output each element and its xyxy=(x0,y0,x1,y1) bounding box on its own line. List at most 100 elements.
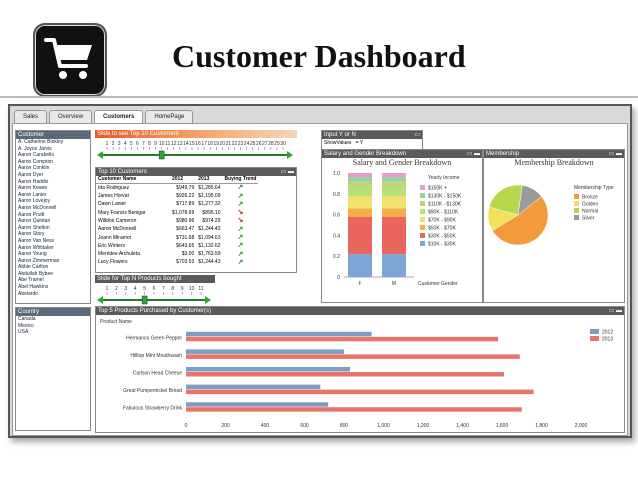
customer-list-item[interactable]: Abe Tramel xyxy=(18,277,44,284)
topn-slider-thumb[interactable] xyxy=(141,295,148,305)
customer-list-item[interactable]: Aaron Quintan xyxy=(18,218,51,225)
panel-controls-icon[interactable]: ▭ ▬ xyxy=(466,151,480,157)
stacked-bar-segment[interactable] xyxy=(382,187,406,196)
country-listbox[interactable]: Country Canada Mexico USA xyxy=(15,307,91,431)
tab-overview[interactable]: Overview xyxy=(49,110,93,124)
panel-controls-icon[interactable]: ▭ ▬ xyxy=(280,169,294,175)
top10-slider-left-arrow[interactable] xyxy=(97,151,103,159)
tab-customers[interactable]: Customers xyxy=(94,110,144,124)
table-row[interactable]: Joann Miramor $731.68 $1,094.63 ↗ xyxy=(96,234,258,242)
customer-list-item[interactable]: Aaron McDonnell xyxy=(18,204,57,211)
country-list-item[interactable]: Canada xyxy=(18,316,36,322)
bar[interactable] xyxy=(186,367,350,372)
topn-slider[interactable]: 1 2 3 4 5 6 7 8 9 10 11 xyxy=(95,284,213,306)
bar[interactable] xyxy=(186,389,534,395)
stacked-bar-segment[interactable] xyxy=(382,181,406,188)
customer-list-item[interactable]: A. Joyce Jarvis xyxy=(18,145,52,152)
panel-controls-icon[interactable]: ▭ ▬ xyxy=(608,308,622,314)
col-customer-name[interactable]: Customer Name xyxy=(96,176,170,185)
table-row[interactable]: Ida Rodriguez $949.79 $1,285.64 ↗ xyxy=(96,184,258,193)
table-row[interactable]: Eric Winters $643.65 $1,132.62 ↗ xyxy=(96,242,258,250)
customer-list-item[interactable]: Aaron Shelton xyxy=(18,224,50,231)
customer-list-item[interactable]: A. Catherine Binkley xyxy=(18,139,64,145)
legend-label: Golden xyxy=(582,202,598,208)
panel-controls-icon[interactable]: ▭ xyxy=(414,132,420,138)
customer-list-item[interactable]: Aaron Story xyxy=(18,231,45,238)
customer-list-item[interactable]: Abbie Carlton xyxy=(18,264,49,271)
panel-controls-icon[interactable]: ▭ ▬ xyxy=(608,151,622,157)
customer-list-item[interactable]: Aaron Conklin xyxy=(18,165,50,172)
bar[interactable] xyxy=(186,354,520,359)
stacked-bar-segment[interactable] xyxy=(382,177,406,182)
table-row[interactable]: Dawn Lanier $717.89 $1,277.32 ↗ xyxy=(96,201,258,209)
stacked-bar-segment[interactable] xyxy=(348,216,372,255)
topn-slider-left-arrow[interactable] xyxy=(97,296,103,304)
customer-list-item[interactable]: Abel Hawkins xyxy=(18,284,49,291)
stacked-bar-segment[interactable] xyxy=(382,208,406,217)
customer-list-item[interactable]: Aaron Keane xyxy=(18,185,48,192)
table-row[interactable]: Willdon Cameron $980.96 $974.29 ↘ xyxy=(96,217,258,225)
stacked-bar-segment[interactable] xyxy=(348,177,372,182)
pie-slice[interactable] xyxy=(517,185,542,216)
bar[interactable] xyxy=(186,407,522,412)
table-row[interactable]: Merridee Archuleta $3.00 $1,763.59 ↗ xyxy=(96,251,258,259)
col-buying-trend[interactable]: Buying Trend xyxy=(222,176,259,185)
products-chart[interactable]: Product Name Hermanos Green Pepper Hilltop… xyxy=(96,315,624,431)
col-2013[interactable]: 2013 xyxy=(196,176,223,185)
customer-list-item[interactable]: Aaron Compton xyxy=(18,158,54,165)
stacked-bar-segment[interactable] xyxy=(348,173,372,178)
bar[interactable] xyxy=(186,372,504,377)
stacked-bar-segment[interactable] xyxy=(348,187,372,196)
customer-listbox[interactable]: Customer A. Catherine Binkley A. Joyce Ja… xyxy=(15,130,91,304)
top10-slider-right-arrow[interactable] xyxy=(287,151,293,159)
stacked-bar-segment[interactable] xyxy=(382,195,406,209)
stacked-bar-segment[interactable] xyxy=(382,216,406,255)
bar[interactable] xyxy=(186,384,321,390)
customer-list-item[interactable]: Aaron Lovejoy xyxy=(18,198,50,205)
table-row[interactable]: Lucy Flowers $703.53 $1,244.43 ↗ xyxy=(96,259,258,267)
bar[interactable] xyxy=(186,402,329,407)
col-2012[interactable]: 2012 xyxy=(170,176,197,185)
show-values-row[interactable]: ShowValues = Y xyxy=(322,139,422,147)
country-list-item[interactable]: Mexico xyxy=(18,322,34,329)
table-row[interactable]: James Horvat $926.22 $1,195.09 ↗ xyxy=(96,193,258,201)
customer-list-item[interactable]: Abdullah Bybee xyxy=(18,270,54,277)
tab-sales[interactable]: Sales xyxy=(14,110,48,124)
customer-list-item[interactable]: Abelardo xyxy=(18,290,39,297)
salary-chart[interactable]: 0 0.2 0.4 0.6 0.8 1.0 F M Yearly Income $150K + $1… xyxy=(322,167,482,299)
table-row[interactable]: Aaron McDonnell $663.47 $1,244.43 ↗ xyxy=(96,226,258,234)
cell-customer-name: Aaron McDonnell xyxy=(98,226,137,233)
country-list-item[interactable]: USA xyxy=(18,329,29,336)
customer-list-item[interactable]: Aaron Lanier xyxy=(18,191,47,198)
customer-list-item[interactable]: Aaron Whittaker xyxy=(18,244,54,251)
stacked-bar-segment[interactable] xyxy=(382,254,406,277)
bar[interactable] xyxy=(186,336,499,342)
customer-list-item[interactable]: Aaron Zimmerman xyxy=(18,257,60,264)
customer-list-item[interactable]: Aaron Pruitt xyxy=(18,211,45,218)
country-listbox-header: Country xyxy=(16,308,90,316)
pie-slice[interactable] xyxy=(492,196,549,246)
tab-homepage[interactable]: HomePage xyxy=(145,110,194,124)
pie-slice[interactable] xyxy=(488,184,523,216)
topn-slider-right-arrow[interactable] xyxy=(205,296,211,304)
bar[interactable] xyxy=(186,349,344,354)
x-tick-label: 200 xyxy=(221,423,230,429)
stacked-bar-segment[interactable] xyxy=(348,181,372,188)
show-values-field[interactable]: = Y xyxy=(355,140,364,146)
stacked-bar-segment[interactable] xyxy=(348,195,372,209)
customer-list-item[interactable]: Aaron Van Ness xyxy=(18,237,55,244)
customer-list-item[interactable]: Aaron Carabello xyxy=(18,152,55,159)
table-row[interactable]: Mary Francis Benigar $1,078.69 $895.10 ↘ xyxy=(96,209,258,217)
cell-2012: $1,078.69 xyxy=(172,209,195,216)
customer-list-item[interactable]: Aaron Young xyxy=(18,251,47,258)
stacked-bar-segment[interactable] xyxy=(348,208,372,217)
slider-tick-label: 4 xyxy=(124,141,127,147)
customer-list-item[interactable]: Aaron Haddix xyxy=(18,178,49,185)
bar[interactable] xyxy=(186,331,372,337)
stacked-bar-segment[interactable] xyxy=(348,254,372,277)
top10-slider[interactable]: 1 2 3 4 5 6 7 8 9 10 11 12 13 14 15 16 17 18 19 20 21 22 23 24 2… xyxy=(95,139,295,161)
stacked-bar-segment[interactable] xyxy=(382,173,406,178)
customer-list-item[interactable]: Aaron Dyer xyxy=(18,171,44,178)
top10-slider-thumb[interactable] xyxy=(158,150,165,160)
